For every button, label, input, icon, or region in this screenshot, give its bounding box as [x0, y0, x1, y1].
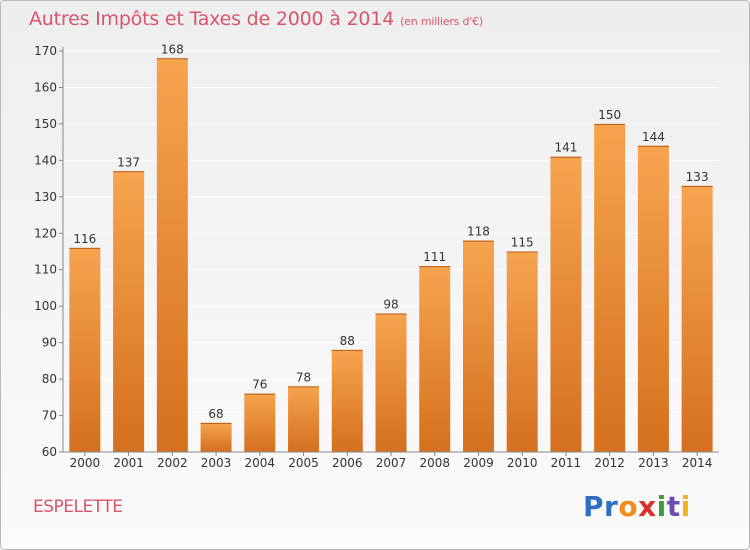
bar — [462, 240, 494, 452]
data-label: 133 — [686, 170, 709, 184]
bar — [637, 145, 669, 453]
x-tick-label: 2012 — [594, 456, 625, 470]
x-tick-label: 2002 — [157, 456, 188, 470]
data-label: 118 — [467, 225, 490, 239]
proxiti-logo: Proxiti — [583, 490, 691, 523]
y-tick-label: 130 — [34, 190, 57, 204]
x-tick-label: 2010 — [507, 456, 538, 470]
bars: 116 137 168 68 76 78 88 98 111 118 115 141 150 144 133 — [69, 42, 713, 453]
logo-letter: t — [666, 490, 681, 523]
y-tick-label: 170 — [34, 44, 57, 58]
x-tick-label: 2001 — [113, 456, 144, 470]
data-label: 98 — [383, 297, 398, 311]
y-tick-label: 110 — [34, 263, 57, 277]
title-text: Autres Impôts et Taxes de 2000 à 2014 — [29, 8, 395, 30]
y-tick-label: 70 — [42, 409, 57, 423]
logo-letter: P — [583, 490, 605, 523]
x-tick-label: 2004 — [245, 456, 276, 470]
data-label: 168 — [161, 42, 184, 56]
logo-letter: x — [638, 490, 657, 523]
y-tick-label: 150 — [34, 117, 57, 131]
data-label: 150 — [598, 108, 621, 122]
logo-letter: i — [680, 490, 691, 523]
y-tick-label: 60 — [42, 445, 57, 459]
bar — [594, 123, 626, 452]
y-tick-label: 140 — [34, 153, 57, 167]
bar — [375, 313, 407, 452]
bar — [419, 266, 451, 452]
x-tick-label: 2014 — [682, 456, 713, 470]
bar — [550, 156, 582, 452]
bar — [69, 247, 101, 452]
logo-letter: o — [618, 490, 639, 523]
bar — [288, 386, 320, 452]
bar — [113, 171, 145, 453]
data-label: 137 — [117, 155, 140, 169]
x-tick-label: 2000 — [70, 456, 101, 470]
logo-letter: i — [656, 490, 667, 523]
data-label: 116 — [73, 232, 96, 246]
place-name: ESPELETTE — [33, 497, 123, 517]
data-label: 78 — [296, 370, 311, 384]
y-tick-label: 160 — [34, 80, 57, 94]
x-tick-label: 2009 — [463, 456, 494, 470]
x-tick-label: 2007 — [376, 456, 407, 470]
axes: 60 70 80 90 100 110 120 130 140 150 160 170 2000 2001… — [34, 44, 719, 470]
x-tick-label: 2011 — [551, 456, 582, 470]
data-label: 68 — [208, 407, 223, 421]
y-tick-label: 80 — [42, 372, 57, 386]
data-label: 141 — [554, 141, 577, 155]
bar — [331, 349, 363, 452]
data-label: 111 — [423, 250, 446, 264]
unit-note: (en milliers d'€) — [400, 15, 483, 28]
data-label: 144 — [642, 130, 665, 144]
bar — [681, 185, 713, 452]
y-tick-label: 120 — [34, 226, 57, 240]
bar — [200, 422, 232, 452]
chart-title: Autres Impôts et Taxes de 2000 à 2014 (en… — [29, 8, 483, 30]
bar — [506, 251, 538, 452]
x-tick-label: 2013 — [638, 456, 669, 470]
x-tick-label: 2005 — [288, 456, 319, 470]
y-tick-label: 90 — [42, 336, 57, 350]
data-label: 88 — [340, 334, 355, 348]
x-tick-label: 2008 — [419, 456, 450, 470]
bar — [156, 58, 188, 453]
data-label: 76 — [252, 378, 267, 392]
y-tick-label: 100 — [34, 299, 57, 313]
data-label: 115 — [511, 236, 534, 250]
bar — [244, 393, 276, 452]
logo-letter: r — [604, 490, 619, 523]
x-tick-label: 2003 — [201, 456, 232, 470]
x-tick-label: 2006 — [332, 456, 363, 470]
